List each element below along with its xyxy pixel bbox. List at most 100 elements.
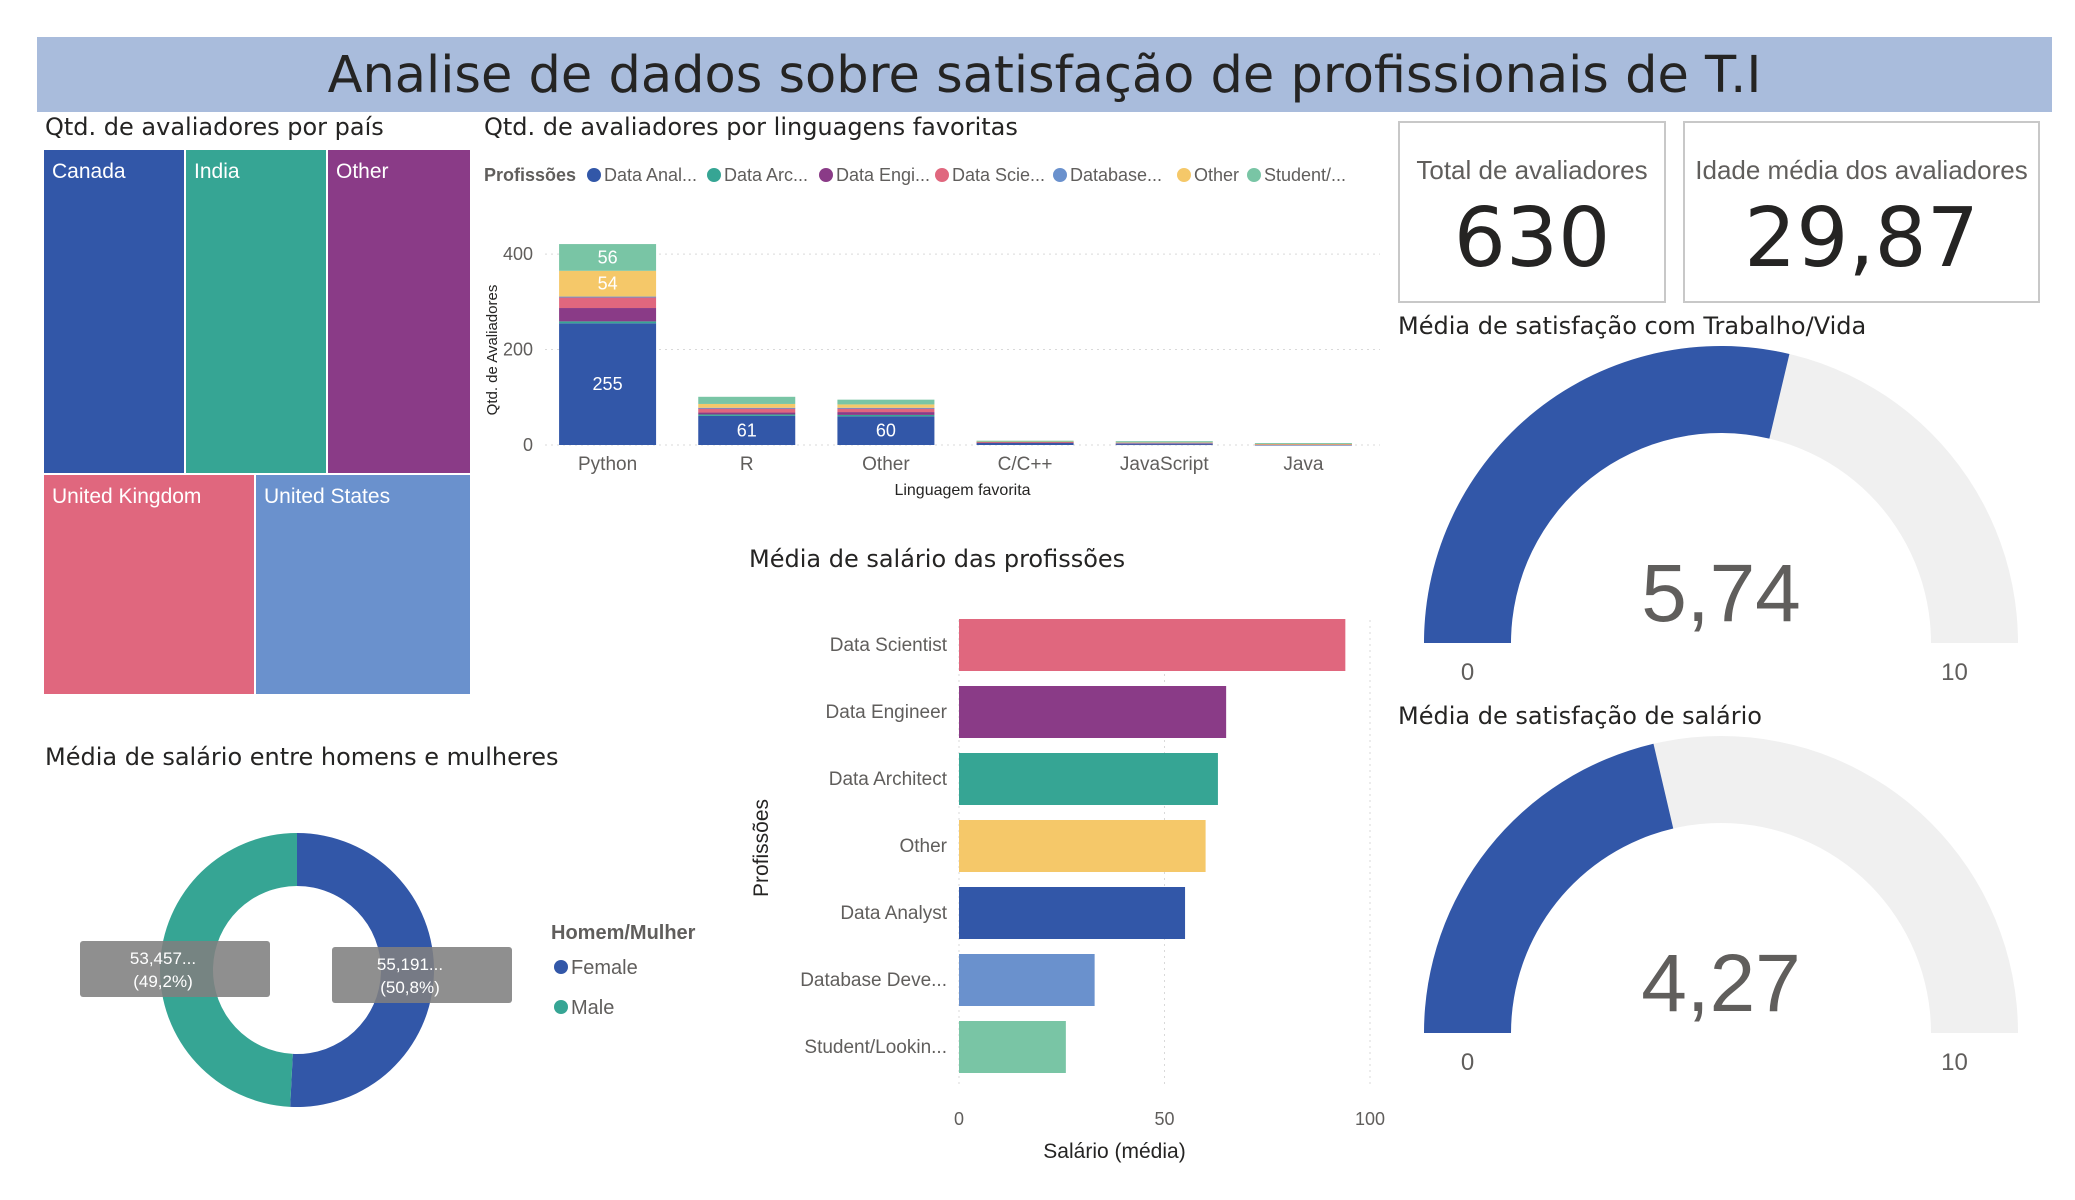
- y-tick-label: 200: [503, 340, 533, 360]
- x-tick-label: R: [740, 454, 754, 475]
- stack-segment[interactable]: [698, 396, 796, 404]
- total-card-label: Total de avaliadores: [1416, 155, 1648, 185]
- gauge-salary: 4,27 0 10: [1424, 736, 2018, 1076]
- legend-marker: [587, 168, 601, 182]
- donut-data-label-value: 55,191...: [377, 955, 443, 974]
- hbar[interactable]: [959, 820, 1206, 872]
- stack-segment[interactable]: [559, 321, 657, 324]
- donut-data-label-percent: (50,8%): [380, 978, 440, 997]
- age-card: Idade média dos avaliadores 29,87: [1683, 121, 2040, 303]
- y-tick-label: Data Analyst: [840, 903, 947, 924]
- legend-item: Female: [571, 957, 638, 979]
- stack-segment[interactable]: [559, 308, 657, 322]
- stack-segment[interactable]: [698, 415, 796, 445]
- treemap-title: Qtd. de avaliadores por país: [45, 113, 384, 141]
- age-card-value: 29,87: [1744, 191, 1979, 286]
- gauge-fill[interactable]: [1424, 345, 1790, 643]
- hbar-chart: 0 50 100 Data Scientist Data Engineer Data Ar…: [750, 619, 1385, 1163]
- hbar[interactable]: [959, 686, 1227, 738]
- treemap-tile[interactable]: [328, 150, 470, 473]
- stack-segment[interactable]: [837, 408, 935, 413]
- stack-segment[interactable]: [837, 412, 935, 415]
- gauge-fill[interactable]: [1424, 743, 1674, 1033]
- stack-segment[interactable]: [1115, 442, 1213, 444]
- total-card-value: 630: [1453, 191, 1611, 286]
- legend-item: Other: [1194, 165, 1239, 185]
- gauge-value: 4,27: [1641, 938, 1801, 1029]
- hbar[interactable]: [959, 753, 1218, 805]
- stack-segment[interactable]: [1115, 444, 1213, 446]
- legend-marker: [1247, 168, 1261, 182]
- treemap-tile[interactable]: [186, 150, 326, 473]
- legend-marker: [819, 168, 833, 182]
- treemap-tile[interactable]: [44, 475, 254, 694]
- stack-segment[interactable]: [976, 442, 1074, 445]
- y-axis-label: Qtd. de Avaliadores: [484, 285, 501, 416]
- y-axis-label: Profissões: [750, 799, 773, 897]
- stack-segment[interactable]: [698, 408, 796, 413]
- x-tick-label: 0: [954, 1109, 964, 1129]
- gauge-min-label: 0: [1461, 659, 1474, 686]
- y-tick-label: Database Deve...: [800, 970, 947, 991]
- stack-segment[interactable]: [837, 404, 935, 408]
- hbar-title: Média de salário das profissões: [749, 545, 1126, 573]
- x-tick-label: Java: [1283, 454, 1324, 475]
- treemap-tile[interactable]: [256, 475, 470, 694]
- stack-segment[interactable]: [559, 297, 657, 309]
- legend-item: Database...: [1070, 165, 1162, 185]
- stack-segment[interactable]: [976, 440, 1074, 442]
- treemap-label: Other: [336, 160, 389, 183]
- legend-item: Data Arc...: [724, 165, 808, 185]
- legend-marker: [554, 960, 568, 974]
- legend-marker: [1177, 168, 1191, 182]
- donut-data-label-percent: (49,2%): [133, 972, 193, 991]
- stacked-bar-title: Qtd. de avaliadores por linguagens favor…: [484, 113, 1018, 141]
- stack-segment[interactable]: [559, 244, 657, 271]
- stack-segment[interactable]: [698, 403, 796, 408]
- legend-title: Homem/Mulher: [551, 922, 696, 944]
- stack-segment[interactable]: [837, 414, 935, 417]
- gauge-value: 5,74: [1641, 548, 1801, 639]
- treemap-tile[interactable]: [44, 150, 184, 473]
- stack-segment[interactable]: [1254, 443, 1352, 445]
- treemap-label: India: [194, 160, 240, 183]
- legend-item: Data Scie...: [952, 165, 1045, 185]
- hbar[interactable]: [959, 1021, 1066, 1073]
- stack-segment[interactable]: [559, 323, 657, 445]
- gauge-max-label: 10: [1941, 1049, 1968, 1076]
- stack-segment[interactable]: [559, 270, 657, 297]
- y-tick-label: Other: [899, 836, 947, 857]
- age-card-label: Idade média dos avaliadores: [1695, 155, 2028, 185]
- x-tick-label: JavaScript: [1120, 454, 1209, 475]
- stack-segment[interactable]: [698, 414, 796, 416]
- gauge-salary-title: Média de satisfação de salário: [1398, 702, 1762, 730]
- x-tick-label: 50: [1154, 1109, 1174, 1129]
- x-tick-label: 100: [1355, 1109, 1385, 1129]
- gauge-max-label: 10: [1941, 659, 1968, 686]
- stack-segment[interactable]: [1115, 441, 1213, 443]
- stack-segment[interactable]: [837, 407, 935, 409]
- data-label: 60: [876, 421, 896, 441]
- hbar[interactable]: [959, 619, 1346, 671]
- legend-item: Student/...: [1264, 165, 1346, 185]
- y-tick-label: 400: [503, 244, 533, 264]
- donut-data-label-value: 53,457...: [130, 949, 196, 968]
- stack-segment[interactable]: [559, 296, 657, 298]
- gauge-work: 5,74 0 10: [1424, 345, 2018, 686]
- legend-marker: [554, 1000, 568, 1014]
- donut-title: Média de salário entre homens e mulheres: [45, 743, 559, 771]
- treemap-label: Canada: [52, 160, 126, 183]
- stack-segment[interactable]: [698, 412, 796, 415]
- hbar[interactable]: [959, 954, 1095, 1006]
- stack-segment[interactable]: [698, 407, 796, 409]
- stack-segment[interactable]: [837, 399, 935, 405]
- donut-slice[interactable]: [160, 833, 297, 1107]
- legend-item: Data Anal...: [604, 165, 697, 185]
- donut-slice[interactable]: [290, 833, 435, 1107]
- legend-marker: [707, 168, 721, 182]
- y-tick-label: Data Scientist: [830, 635, 948, 656]
- hbar[interactable]: [959, 887, 1186, 939]
- stack-segment[interactable]: [837, 416, 935, 445]
- legend-item: Data Engi...: [836, 165, 930, 185]
- x-tick-label: Python: [578, 454, 637, 475]
